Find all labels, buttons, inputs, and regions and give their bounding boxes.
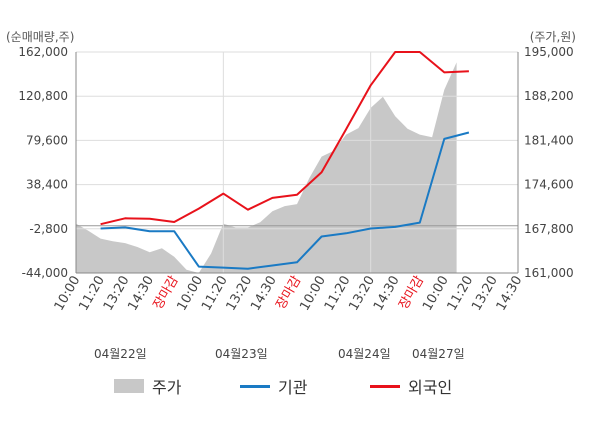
- legend-item-inst: 기관: [240, 374, 307, 398]
- legend: 주가 기관 외국인: [0, 374, 600, 398]
- legend-item-foreign: 외국인: [370, 374, 452, 398]
- legend-swatch-inst: [240, 384, 270, 388]
- left-tick-label: -2,800: [29, 222, 68, 236]
- left-tick-label: 38,400: [26, 178, 68, 192]
- institution-line: [100, 131, 470, 270]
- legend-item-price: 주가: [114, 374, 181, 398]
- left-tick-label: 79,600: [26, 133, 68, 147]
- right-tick-label: 188,200: [524, 89, 574, 103]
- foreign-line: [100, 51, 469, 226]
- x-tick-label: 14:30: [371, 274, 403, 314]
- right-tick-label: 167,800: [524, 222, 574, 236]
- legend-label-price: 주가: [152, 378, 182, 397]
- date-label-2: 04월23일: [215, 347, 268, 361]
- x-tick-label: 14:30: [494, 274, 526, 314]
- legend-label-foreign: 외국인: [408, 378, 453, 397]
- price-area: [76, 62, 457, 274]
- x-tick-label: 14:30: [125, 274, 157, 314]
- date-label-1: 04월22일: [94, 347, 147, 361]
- left-tick-label: 120,800: [18, 89, 68, 103]
- left-tick-label: -44,000: [22, 266, 68, 280]
- right-tick-label: 174,600: [524, 178, 574, 192]
- date-label-3: 04월24일: [338, 347, 391, 361]
- right-axis-unit: (주가,원): [529, 30, 576, 44]
- left-tick-label: 162,000: [18, 45, 68, 59]
- right-tick-label: 161,000: [524, 266, 574, 280]
- legend-label-inst: 기관: [278, 378, 308, 397]
- right-tick-label: 195,000: [524, 45, 574, 59]
- left-axis-unit: (순매매량,주): [6, 30, 75, 44]
- right-tick-label: 181,400: [524, 133, 574, 147]
- chart-area: 162,000 195,000 120,800 188,200 79,600 181,40…: [18, 45, 574, 314]
- date-label-4: 04월27일: [412, 347, 465, 361]
- legend-swatch-foreign: [370, 384, 400, 388]
- legend-swatch-price: [114, 379, 144, 393]
- x-tick-label: 14:30: [248, 274, 280, 314]
